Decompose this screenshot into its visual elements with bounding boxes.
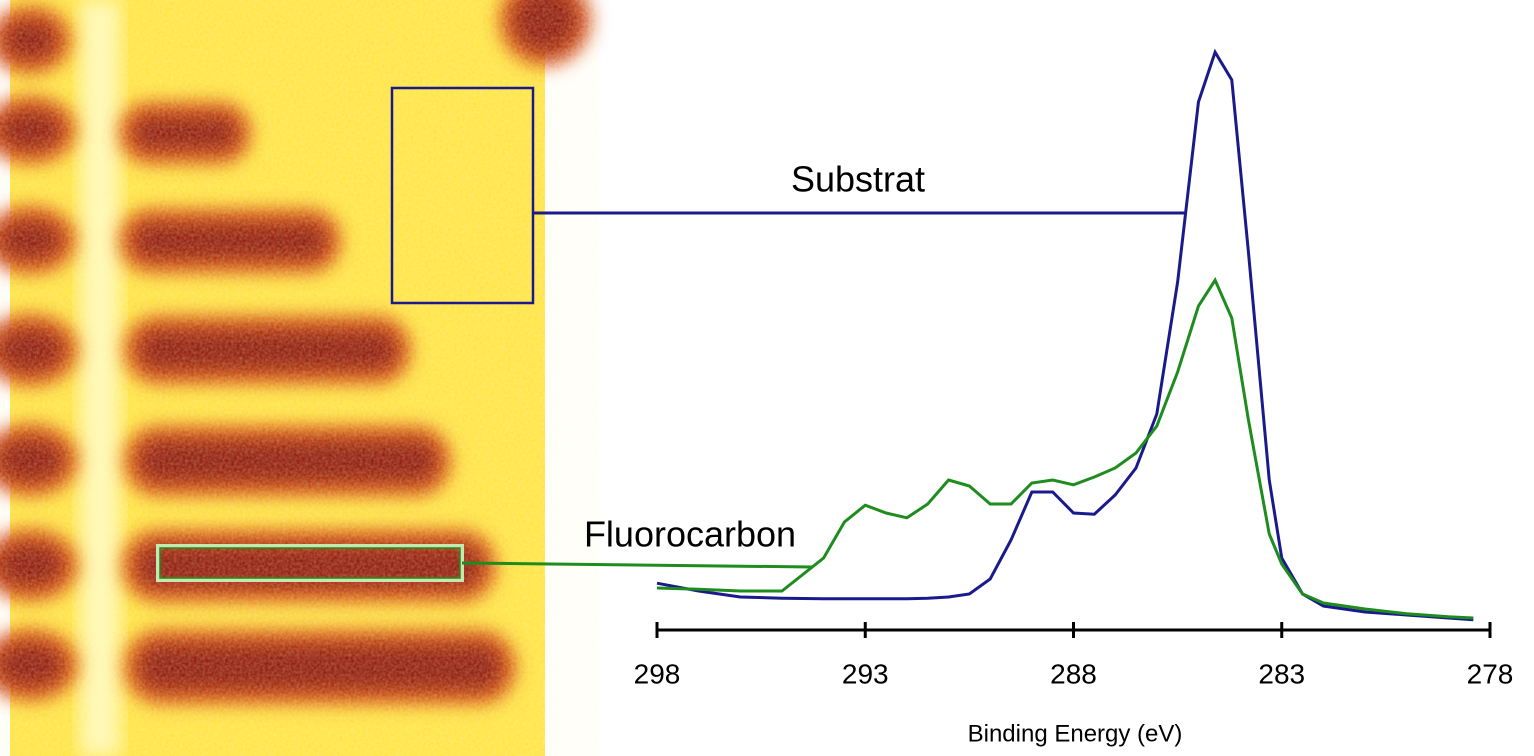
line-series bbox=[656, 48, 1474, 622]
x-tick-label: 293 bbox=[842, 658, 889, 689]
annotation: Fluorocarbon bbox=[584, 514, 796, 555]
x-tick-label: 298 bbox=[634, 658, 681, 689]
x-axis-label: Binding Energy (eV) bbox=[968, 720, 1183, 747]
annotation: Substrat bbox=[791, 159, 925, 200]
x-tick-label: 288 bbox=[1050, 658, 1097, 689]
xps-image bbox=[0, 0, 591, 756]
line-series bbox=[656, 277, 1474, 620]
fluorocarbon-connector bbox=[461, 561, 813, 569]
x-tick-label: 278 bbox=[1467, 658, 1514, 689]
x-tick-label: 283 bbox=[1258, 658, 1305, 689]
